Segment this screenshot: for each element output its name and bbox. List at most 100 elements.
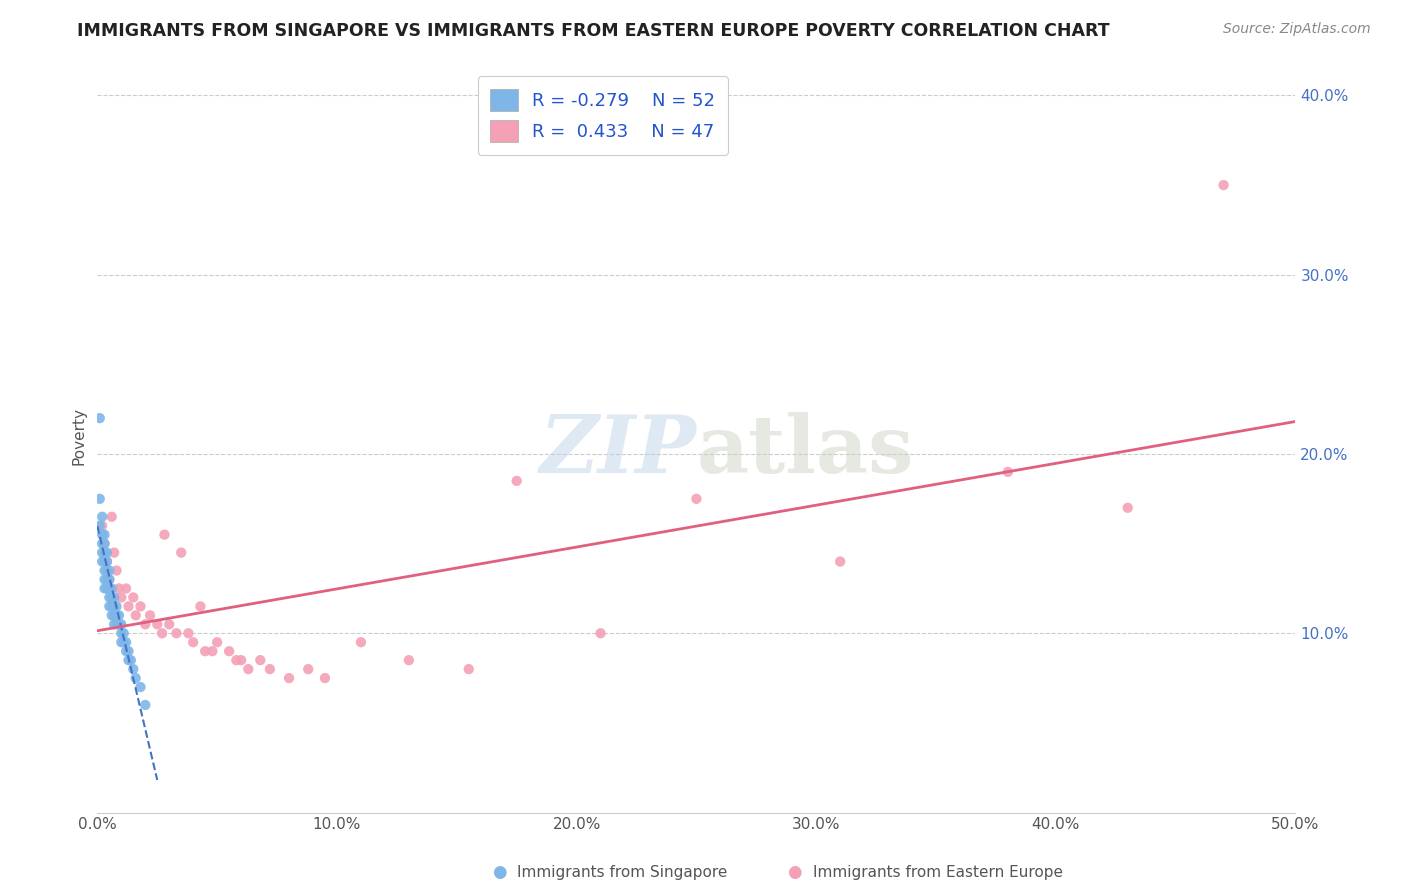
Point [205, 635, 228, 649]
Point [105, 617, 128, 632]
Text: atlas: atlas [696, 412, 914, 490]
Point [129, 599, 152, 614]
Point [190, 599, 212, 614]
Y-axis label: Poverty: Poverty [72, 407, 86, 465]
Point [112, 626, 135, 640]
Point [830, 555, 852, 569]
Point [218, 644, 240, 658]
Point [997, 465, 1019, 479]
Point [117, 599, 139, 614]
Point [100, 591, 122, 605]
Point [110, 635, 132, 649]
Point [1116, 500, 1139, 515]
Point [1212, 178, 1234, 192]
Point [108, 582, 131, 596]
Point [93, 536, 115, 550]
Point [91, 518, 114, 533]
Point [89, 411, 111, 425]
Point [115, 582, 138, 596]
Point [98, 599, 121, 614]
Point [146, 617, 169, 632]
Point [157, 617, 180, 632]
Text: ZIP: ZIP [540, 412, 696, 490]
Point [238, 662, 260, 676]
Point [103, 617, 125, 632]
Point [91, 527, 114, 541]
Point [96, 573, 118, 587]
Point [103, 546, 125, 560]
Point [98, 573, 121, 587]
Point [134, 617, 156, 632]
Point [89, 518, 111, 533]
Point [110, 626, 132, 640]
Point [108, 617, 131, 632]
Point [170, 546, 193, 560]
Point [125, 671, 148, 685]
Point [297, 662, 319, 676]
Point [105, 599, 128, 614]
Point [129, 680, 152, 694]
Point [100, 582, 122, 596]
Point [93, 573, 115, 587]
Text: Immigrants from Eastern Europe: Immigrants from Eastern Europe [813, 865, 1063, 880]
Point [96, 582, 118, 596]
Point [93, 582, 115, 596]
Text: Immigrants from Singapore: Immigrants from Singapore [517, 865, 728, 880]
Point [91, 546, 114, 560]
Point [225, 653, 247, 667]
Point [125, 608, 148, 623]
Point [122, 591, 145, 605]
Point [685, 491, 707, 506]
Text: ●: ● [787, 863, 801, 881]
Point [100, 608, 122, 623]
Point [96, 555, 118, 569]
Point [229, 653, 252, 667]
Point [98, 564, 121, 578]
Point [134, 698, 156, 712]
Point [194, 644, 217, 658]
Point [139, 608, 162, 623]
Point [91, 555, 114, 569]
Point [93, 536, 115, 550]
Point [96, 555, 118, 569]
Point [105, 608, 128, 623]
Point [115, 644, 138, 658]
Point [201, 644, 224, 658]
Point [117, 653, 139, 667]
Point [122, 662, 145, 676]
Point [91, 536, 114, 550]
Point [98, 573, 121, 587]
Point [177, 626, 200, 640]
Point [153, 527, 176, 541]
Point [96, 546, 118, 560]
Point [93, 546, 115, 560]
Point [89, 491, 111, 506]
Point [105, 564, 128, 578]
Point [110, 617, 132, 632]
Point [103, 591, 125, 605]
Point [181, 635, 204, 649]
Point [100, 509, 122, 524]
Point [108, 608, 131, 623]
Point [93, 555, 115, 569]
Text: IMMIGRANTS FROM SINGAPORE VS IMMIGRANTS FROM EASTERN EUROPE POVERTY CORRELATION : IMMIGRANTS FROM SINGAPORE VS IMMIGRANTS … [77, 22, 1109, 40]
Point [96, 564, 118, 578]
Point [165, 626, 187, 640]
Point [505, 474, 527, 488]
Point [93, 527, 115, 541]
Point [278, 671, 301, 685]
Point [100, 599, 122, 614]
Point [314, 671, 336, 685]
Point [110, 591, 132, 605]
Point [115, 635, 138, 649]
Point [112, 635, 135, 649]
Point [91, 509, 114, 524]
Point [103, 599, 125, 614]
Legend: R = -0.279    N = 52, R =  0.433    N = 47: R = -0.279 N = 52, R = 0.433 N = 47 [478, 76, 727, 154]
Point [117, 644, 139, 658]
Text: ●: ● [492, 863, 506, 881]
Point [457, 662, 479, 676]
Point [589, 626, 612, 640]
Text: Source: ZipAtlas.com: Source: ZipAtlas.com [1223, 22, 1371, 37]
Point [150, 626, 173, 640]
